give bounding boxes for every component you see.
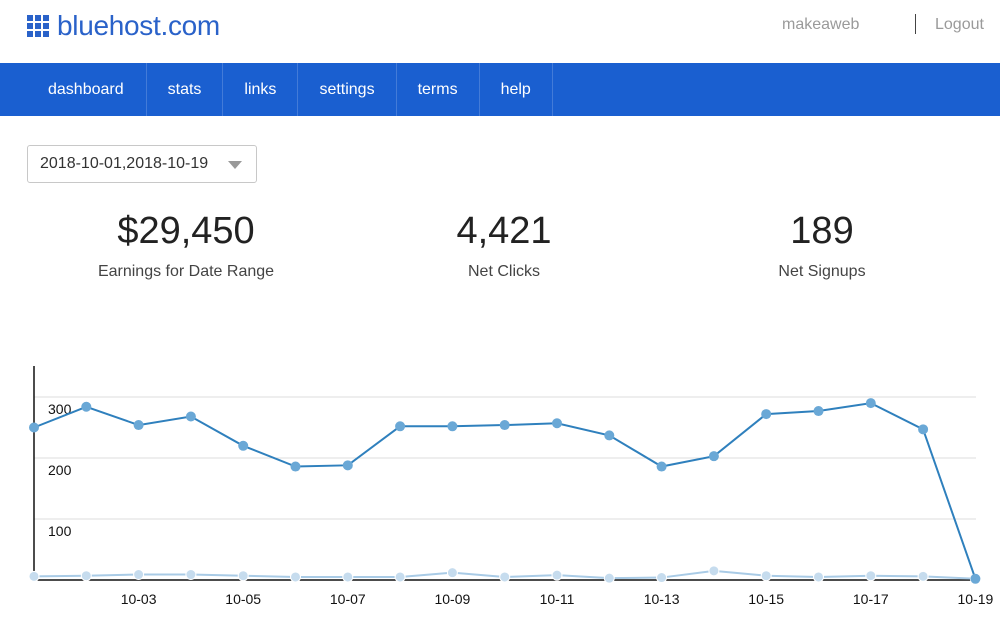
x-tick-label-10-09: 10-09 (434, 591, 470, 607)
signups-point-10-03[interactable] (133, 569, 145, 581)
clicks-point-10-02[interactable] (81, 401, 92, 412)
clicks-point-10-17[interactable] (865, 398, 876, 409)
x-tick-label-10-13: 10-13 (644, 591, 680, 607)
x-tick-label-10-03: 10-03 (121, 591, 157, 607)
x-tick-label-10-07: 10-07 (330, 591, 366, 607)
nav-stats[interactable]: stats (147, 63, 224, 116)
chevron-down-icon (228, 161, 242, 169)
clicks-point-10-12[interactable] (604, 430, 615, 441)
clicks-point-10-09[interactable] (447, 421, 458, 432)
x-tick-label-10-15: 10-15 (748, 591, 784, 607)
bluehost-logo[interactable]: bluehost.com (27, 10, 220, 42)
clicks-point-10-13[interactable] (656, 461, 667, 472)
clicks-point-10-07[interactable] (342, 460, 353, 471)
nav-settings[interactable]: settings (298, 63, 397, 116)
clicks-label: Net Clicks (467, 263, 540, 280)
clicks-point-10-11[interactable] (552, 418, 562, 429)
x-tick-label-10-19: 10-19 (957, 591, 993, 607)
signups-label: Net Signups (778, 263, 866, 280)
date-range-value: 2018-10-01,2018-10-19 (40, 155, 209, 172)
logo-text: bluehost.com (57, 10, 220, 41)
signups-point-10-15[interactable] (760, 570, 772, 582)
header-divider (915, 14, 916, 34)
clicks-point-10-01[interactable] (29, 422, 39, 433)
earnings-label: Earnings for Date Range (97, 263, 275, 280)
logout-link[interactable]: Logout (935, 16, 984, 33)
signups-point-10-10[interactable] (499, 571, 511, 583)
clicks-point-10-05[interactable] (238, 440, 249, 451)
clicks-point-10-04[interactable] (185, 411, 196, 422)
nav-help[interactable]: help (480, 63, 553, 116)
clicks-point-10-03[interactable] (133, 420, 144, 431)
clicks-point-10-16[interactable] (813, 406, 824, 417)
signups-point-10-05[interactable] (237, 570, 249, 582)
clicks-point-10-15[interactable] (761, 409, 772, 420)
date-range-select[interactable]: 2018-10-01,2018-10-19 (27, 145, 257, 183)
signups-stat: 189 Net Signups (672, 205, 972, 281)
username-link[interactable]: makeaweb (782, 16, 860, 33)
signups-point-10-18[interactable] (917, 570, 929, 582)
signups-point-10-04[interactable] (185, 569, 197, 581)
signups-point-10-07[interactable] (342, 571, 354, 583)
x-tick-label-10-17: 10-17 (853, 591, 889, 607)
y-tick-label-200: 200 (48, 462, 72, 478)
clicks-point-10-18[interactable] (918, 424, 929, 435)
clicks-point-10-14[interactable] (708, 451, 719, 462)
signups-point-10-08[interactable] (394, 571, 406, 583)
clicks-point-10-06[interactable] (290, 461, 301, 472)
x-tick-label-10-11: 10-11 (540, 591, 575, 607)
earnings-stat: $29,450 Earnings for Date Range (36, 205, 336, 281)
clicks-value: 4,421 (456, 210, 552, 252)
clicks-point-10-10[interactable] (499, 420, 510, 431)
top-bar: bluehost.com makeaweb Logout (0, 0, 1000, 63)
nav-links[interactable]: links (223, 63, 299, 116)
y-tick-label-100: 100 (48, 523, 72, 539)
x-tick-label-10-05: 10-05 (225, 591, 261, 607)
nav-dashboard[interactable]: dashboard (0, 63, 147, 116)
signups-point-10-17[interactable] (865, 570, 877, 582)
clicks-point-10-08[interactable] (395, 421, 406, 432)
logo-grid-icon (27, 15, 49, 37)
signups-point-10-12[interactable] (603, 572, 615, 584)
signups-point-10-01[interactable] (28, 570, 40, 582)
signups-point-10-13[interactable] (656, 572, 668, 584)
signups-point-10-11[interactable] (551, 569, 563, 581)
earnings-value: $29,450 (117, 210, 255, 252)
signups-value: 189 (790, 210, 854, 252)
daily-chart: 100 200 300 10-03 10-05 10-07 10-09 10-11 10-13… (28, 366, 994, 607)
signups-point-10-09[interactable] (446, 567, 458, 579)
signups-point-10-02[interactable] (80, 570, 92, 582)
clicks-point-10-19[interactable] (970, 573, 981, 584)
y-tick-label-300: 300 (48, 401, 72, 417)
signups-point-10-06[interactable] (290, 571, 301, 583)
clicks-stat: 4,421 Net Clicks (354, 205, 654, 281)
signups-point-10-14[interactable] (708, 565, 720, 577)
signups-point-10-16[interactable] (813, 571, 824, 583)
main-nav: dashboard stats links settings terms hel… (0, 63, 1000, 116)
nav-terms[interactable]: terms (397, 63, 480, 116)
